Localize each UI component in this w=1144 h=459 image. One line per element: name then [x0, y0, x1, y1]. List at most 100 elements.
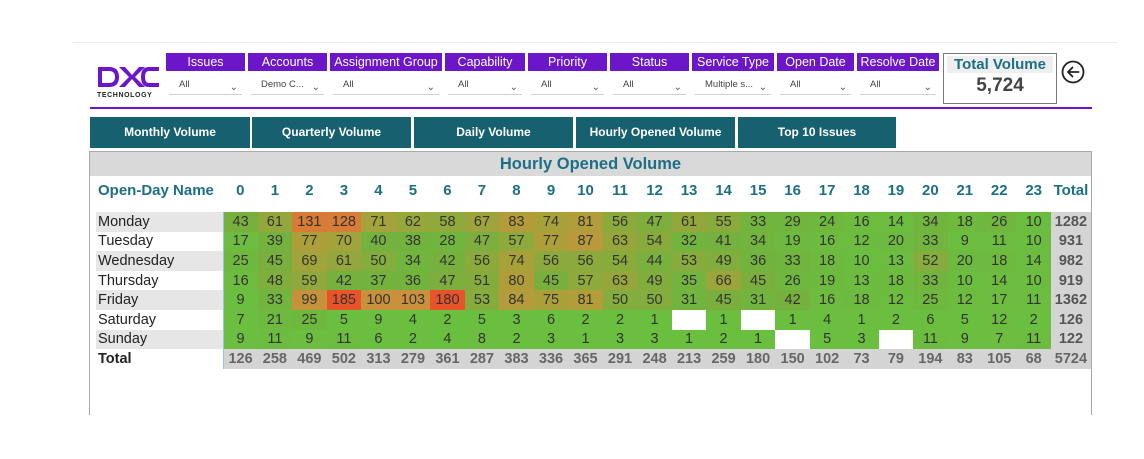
row-total: 931 [1050, 231, 1091, 252]
heat-cell: 6 [361, 329, 396, 350]
hour-header: 2 [305, 181, 314, 199]
tab-monthly-volume[interactable]: Monthly Volume [90, 117, 250, 148]
heat-cell: 20 [947, 251, 982, 271]
chevron-down-icon: ⌄ [426, 82, 435, 93]
heat-cell: 14 [1016, 251, 1051, 271]
tab-quarterly-volume[interactable]: Quarterly Volume [252, 117, 411, 148]
filter-dropdown[interactable]: Multiple s... ⌄ [695, 75, 771, 95]
column-total: 68 [1016, 349, 1051, 369]
heat-cell: 63 [602, 231, 638, 252]
heat-cell: 87 [568, 231, 603, 252]
heat-cell: 5 [809, 329, 845, 350]
heat-cell: 25 [913, 290, 948, 310]
heat-cell: 34 [740, 231, 776, 252]
heat-cell: 74 [499, 251, 534, 271]
heat-cell: 3 [602, 329, 638, 350]
chevron-down-icon: ⌄ [673, 82, 682, 93]
hour-header: 18 [853, 181, 870, 199]
heat-cell: 16 [223, 270, 258, 291]
heat-cell: 33 [913, 270, 948, 291]
filter-label: Assignment Group [330, 53, 442, 71]
back-arrow-icon[interactable] [1061, 60, 1085, 84]
heat-cell: 56 [533, 251, 569, 271]
heat-cell: 43 [223, 212, 258, 232]
heat-cell: 31 [740, 290, 776, 310]
table-row: Saturday 7 21 25 5 9 4 2 5 3 6 2 2 1 1 1 4 1 2 6 5 12 2 126 [96, 309, 1091, 330]
table-row: Sunday 9 11 9 11 6 2 4 8 2 3 1 3 3 1 2 1 5 3 11 9 7 11 122 [96, 329, 1091, 350]
hour-header: 14 [715, 181, 732, 199]
heat-cell: 12 [844, 231, 879, 252]
filter-service-type: Service Type Multiple s... ⌄ [692, 53, 774, 99]
heat-cell: 10 [1016, 270, 1051, 291]
heat-cell: 2 [1016, 309, 1051, 330]
tab-daily-volume[interactable]: Daily Volume [414, 117, 573, 148]
total-volume-value: 5,724 [976, 75, 1024, 96]
heat-cell: 83 [499, 212, 534, 232]
heat-cell: 16 [809, 290, 845, 310]
heat-cell: 42 [775, 290, 810, 310]
heat-cell: 9 [292, 329, 327, 350]
heat-cell: 62 [395, 212, 431, 232]
row-total: 122 [1050, 329, 1091, 350]
heat-cell: 61 [671, 212, 707, 232]
heat-cell: 50 [361, 251, 396, 271]
hour-header: 22 [990, 181, 1008, 199]
hour-header: 20 [922, 181, 939, 199]
filter-dropdown[interactable]: All ⌄ [531, 75, 604, 95]
heat-cell: 128 [326, 212, 362, 232]
heat-cell: 1 [844, 309, 879, 330]
filter-dropdown[interactable]: All ⌄ [780, 75, 851, 95]
total-volume-card: Total Volume 5,724 [943, 53, 1057, 104]
header-divider [90, 107, 1092, 109]
heat-cell: 7 [223, 309, 258, 330]
hour-header: 8 [512, 181, 521, 199]
hour-header: 4 [374, 181, 383, 199]
filter-dropdown[interactable]: All ⌄ [169, 75, 242, 95]
column-total: 313 [361, 349, 396, 369]
filter-label: Issues [166, 53, 245, 71]
heat-cell: 28 [430, 231, 465, 252]
heat-cell: 9 [223, 290, 258, 310]
column-total: 73 [844, 349, 879, 369]
hour-header: 9 [546, 181, 556, 199]
heat-cell: 20 [878, 231, 914, 252]
heat-cell: 40 [361, 231, 396, 252]
hour-header: 16 [784, 181, 801, 199]
heat-cell: 8 [464, 329, 500, 350]
tab-hourly-opened-volume[interactable]: Hourly Opened Volume [576, 117, 735, 148]
heat-cell: 52 [913, 251, 948, 271]
filter-dropdown[interactable]: All ⌄ [613, 75, 686, 95]
heat-cell: 70 [326, 231, 362, 252]
heat-cell: 45 [533, 270, 569, 291]
heat-cell: 16 [844, 212, 879, 232]
filter-dropdown[interactable]: All ⌄ [860, 75, 936, 95]
filter-dropdown[interactable]: Demo C... ⌄ [251, 75, 324, 95]
heat-cell: 25 [223, 251, 258, 271]
dxc-logo-icon [98, 67, 159, 87]
filter-assignment-group: Assignment Group All ⌄ [330, 53, 442, 99]
heat-cell: 16 [809, 231, 845, 252]
filter-value: All [541, 79, 552, 90]
hour-header: 6 [443, 181, 452, 199]
row-total: 982 [1050, 251, 1091, 271]
tab-top-10-issues[interactable]: Top 10 Issues [738, 117, 896, 148]
filter-dropdown[interactable]: All ⌄ [333, 75, 439, 95]
heat-cell: 17 [981, 290, 1017, 310]
heat-cell: 2 [706, 329, 741, 350]
filter-priority: Priority All ⌄ [528, 53, 607, 99]
filter-capability: Capability All ⌄ [445, 53, 525, 99]
hourly-volume-panel: Hourly Opened Volume Open-Day Name 0 1 2 3 4 5… [89, 151, 1092, 415]
heat-cell: 10 [1016, 231, 1051, 252]
heat-cell: 100 [361, 290, 396, 310]
table-row: Thursday 16 48 59 42 37 36 47 51 80 45 57 63 49 35 66 45… [96, 270, 1091, 291]
filter-dropdown[interactable]: All ⌄ [448, 75, 522, 95]
table-row: Monday 43 61 131 128 71 62 58 67 83 74 81 56 47 61 55 33… [96, 212, 1091, 232]
heat-cell: 44 [637, 251, 672, 271]
heat-cell: 6 [533, 309, 569, 330]
hour-header: 5 [408, 181, 418, 199]
column-total: 150 [775, 349, 810, 369]
heat-cell: 3 [499, 309, 534, 330]
column-total: 258 [257, 349, 293, 369]
heat-cell: 14 [981, 270, 1017, 291]
